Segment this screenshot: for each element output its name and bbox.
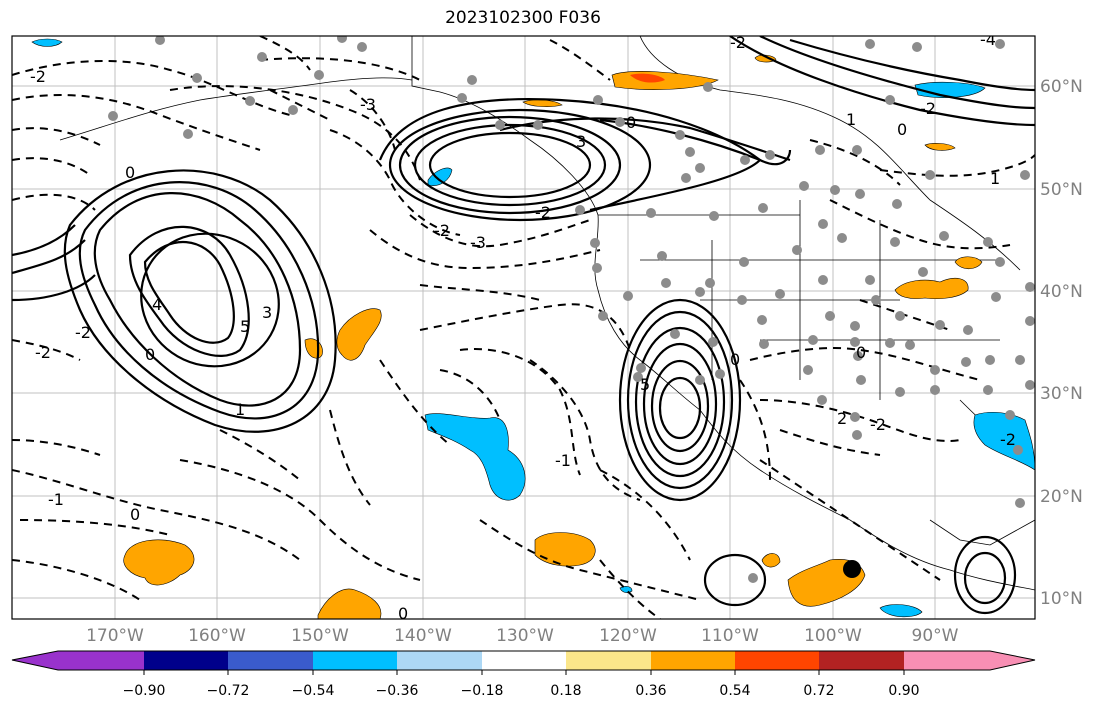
lon-label: 140°W (394, 626, 452, 646)
contour-label-group: -2 -3 0 -1 0 -2 -2 0 1 3 5 4 3 0 -3 -2 -… (30, 30, 1016, 623)
strong-positive-anomaly (630, 73, 665, 83)
colorbar-segment (12, 651, 58, 670)
colorbar-tick-label: −0.54 (292, 683, 335, 699)
colorbar-tick-label: −0.36 (376, 683, 419, 699)
contour-label: -2 (434, 221, 450, 240)
contour-label: 2 (837, 409, 847, 428)
lon-label: 100°W (804, 626, 862, 646)
lat-label: 40°N (1040, 282, 1083, 302)
contour-label: 0 (626, 113, 636, 132)
lat-label: 30°N (1040, 384, 1083, 404)
colorbar: −0.90 −0.72 −0.54 −0.36 −0.18 0.18 0.36 … (11, 650, 1036, 699)
lon-label: 110°W (701, 626, 759, 646)
colorbar-tick-label: −0.72 (207, 683, 250, 699)
longitude-labels: 170°W 160°W 150°W 140°W 130°W 120°W 110°… (86, 626, 959, 646)
lon-label: 130°W (496, 626, 554, 646)
solid-contours (12, 36, 1035, 615)
lon-label: 120°W (599, 626, 657, 646)
contour-label: -2 (920, 99, 936, 118)
map-border (11, 35, 1036, 620)
colorbar-segment (904, 651, 990, 670)
contour-label: 0 (398, 604, 408, 623)
storm-marker (843, 560, 861, 578)
contour-label: 5 (240, 317, 250, 336)
colorbar-tick-label: 0.36 (635, 683, 666, 699)
contour-label: -2 (535, 203, 551, 222)
contour-label: -4 (980, 30, 996, 49)
colorbar-tick-label: 0.72 (803, 683, 834, 699)
colorbar-tick-label: −0.18 (461, 683, 504, 699)
contour-label: 1 (846, 110, 856, 129)
contour-label: 0 (145, 345, 155, 364)
colorbar-tick-label: 0.18 (550, 683, 581, 699)
contour-label: -2 (730, 33, 746, 52)
contour-label: -2 (870, 415, 886, 434)
contour-label: 4 (152, 295, 162, 314)
positive-anomaly-shading (123, 54, 983, 619)
contour-label: -3 (470, 233, 486, 252)
contour-label: -2 (1000, 430, 1016, 449)
colorbar-tick-label: 0.90 (888, 683, 919, 699)
colorbar-segment (735, 651, 819, 670)
contour-label: 0 (897, 120, 907, 139)
lat-label: 20°N (1040, 487, 1083, 507)
contour-label: -2 (30, 67, 46, 86)
colorbar-segment (397, 651, 482, 670)
contour-label: 3 (262, 303, 272, 322)
dashed-contours (12, 36, 1035, 619)
contour-label: 3 (576, 132, 586, 151)
contour-label: 0 (125, 163, 135, 182)
colorbar-segment (566, 651, 651, 670)
lat-label: 50°N (1040, 180, 1083, 200)
contour-label: -1 (48, 490, 64, 509)
colorbar-segment (144, 651, 228, 670)
colorbar-segment (58, 651, 144, 670)
colorbar-tick-label: 0.54 (719, 683, 750, 699)
colorbar-segment (990, 651, 1035, 670)
lon-label: 170°W (86, 626, 144, 646)
contour-label: 0 (856, 343, 866, 362)
contour-label: 0 (730, 350, 740, 369)
colorbar-outline (11, 650, 1036, 671)
latitude-labels: 60°N 50°N 40°N 30°N 20°N 10°N (1040, 77, 1083, 609)
contour-label: 1 (235, 400, 245, 419)
map-title: 2023102300 F036 (445, 8, 601, 28)
contour-label: -1 (555, 451, 571, 470)
contour-label: -2 (75, 323, 91, 342)
lat-label: 10°N (1040, 589, 1083, 609)
colorbar-segment (819, 651, 904, 670)
station-markers (108, 36, 1035, 583)
lon-label: 150°W (291, 626, 349, 646)
lon-label: 160°W (188, 626, 246, 646)
graticule (12, 36, 1035, 619)
colorbar-segment (482, 651, 566, 670)
contour-label: 1 (990, 169, 1000, 188)
colorbar-segment (313, 651, 397, 670)
contour-label: 5 (640, 375, 650, 394)
contour-label: -2 (35, 343, 51, 362)
colorbar-segment (651, 651, 735, 670)
contour-label: 0 (130, 505, 140, 524)
lat-label: 60°N (1040, 77, 1083, 97)
lon-label: 90°W (912, 626, 959, 646)
colorbar-segment (228, 651, 313, 670)
colorbar-tick-label: −0.90 (123, 683, 166, 699)
contour-label: -3 (360, 95, 376, 114)
